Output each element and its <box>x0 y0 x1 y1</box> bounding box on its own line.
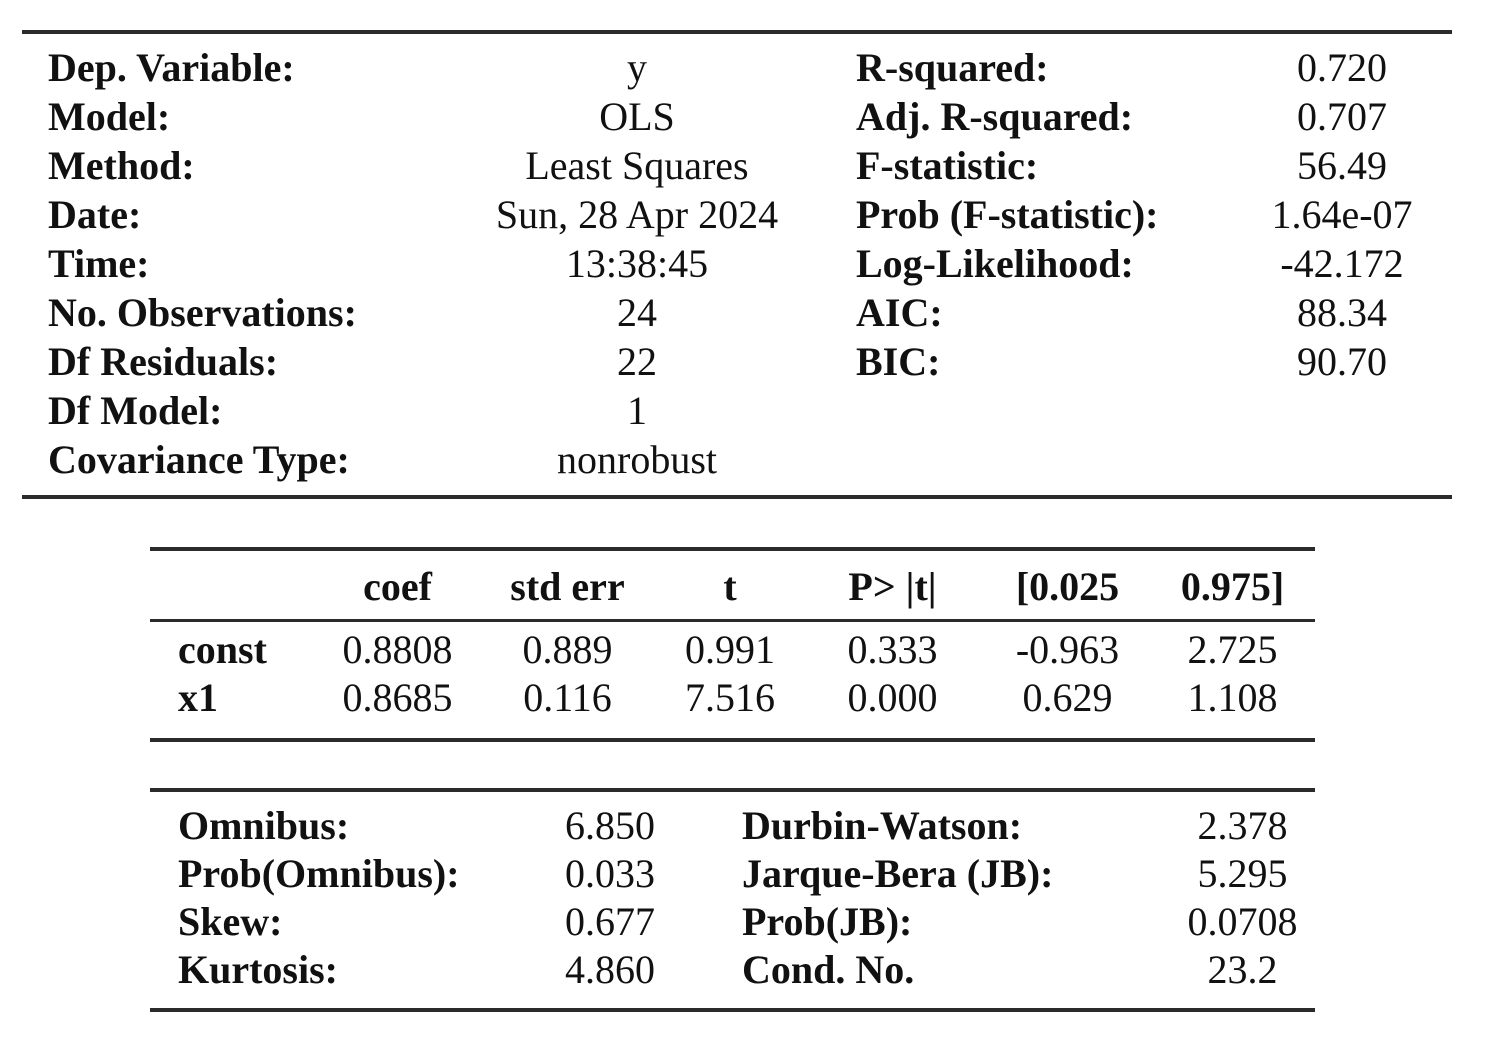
diagnostics-table: Omnibus: 6.850 Durbin-Watson: 2.378 Prob… <box>150 802 1315 994</box>
no-observations-value: 24 <box>617 290 657 335</box>
table-row: Df Model: 1 <box>22 386 1452 435</box>
r-squared-value: 0.720 <box>1297 45 1387 90</box>
dep-variable-label: Dep. Variable: <box>48 45 295 90</box>
durbin-watson-label: Durbin-Watson: <box>742 803 1023 848</box>
cond-no-value: 23.2 <box>1207 947 1278 992</box>
log-likelihood-label: Log-Likelihood: <box>856 241 1134 286</box>
kurtosis-value: 4.860 <box>565 947 655 992</box>
x1-row-label: x1 <box>178 675 218 720</box>
x1-p-value: 0.000 <box>847 675 938 720</box>
prob-f-statistic-label: Prob (F-statistic): <box>856 192 1159 237</box>
prob-omnibus-label: Prob(Omnibus): <box>178 851 460 896</box>
x1-std-err-value: 0.116 <box>523 675 612 720</box>
aic-label: AIC: <box>856 290 943 335</box>
table-row: No. Observations: 24 AIC: 88.34 <box>22 288 1452 337</box>
r-squared-label: R-squared: <box>856 45 1049 90</box>
prob-f-statistic-value: 1.64e-07 <box>1271 192 1413 237</box>
coefficients-section: coef std err t P> |t| [0.025 0.975] cons… <box>150 547 1315 742</box>
jarque-bera-label: Jarque-Bera (JB): <box>742 851 1054 896</box>
table-row: Omnibus: 6.850 Durbin-Watson: 2.378 <box>150 802 1315 850</box>
omnibus-value: 6.850 <box>565 803 655 848</box>
f-statistic-label: F-statistic: <box>856 143 1039 188</box>
model-info-section: Dep. Variable: y R-squared: 0.720 Model:… <box>22 30 1452 499</box>
coef-header-row: coef std err t P> |t| [0.025 0.975] <box>150 551 1315 622</box>
model-label: Model: <box>48 94 171 139</box>
cond-no-label: Cond. No. <box>742 947 915 992</box>
time-label: Time: <box>48 241 150 286</box>
const-t-value: 0.991 <box>685 627 775 672</box>
adj-r-squared-value: 0.707 <box>1297 94 1387 139</box>
coef-column-header: coef <box>320 551 475 622</box>
jarque-bera-value: 5.295 <box>1197 851 1288 896</box>
aic-value: 88.34 <box>1297 290 1387 335</box>
covariance-type-label: Covariance Type: <box>48 437 350 482</box>
ols-regression-summary: Dep. Variable: y R-squared: 0.720 Model:… <box>0 30 1506 1064</box>
dep-variable-value: y <box>627 45 647 90</box>
ci-upper-column-header: 0.975] <box>1150 551 1315 622</box>
table-row: Method: Least Squares F-statistic: 56.49 <box>22 141 1452 190</box>
skew-label: Skew: <box>178 899 283 944</box>
table-row: Skew: 0.677 Prob(JB): 0.0708 <box>150 898 1315 946</box>
p-value-column-header: P> |t| <box>800 551 985 622</box>
table-row: Time: 13:38:45 Log-Likelihood: -42.172 <box>22 239 1452 288</box>
no-observations-label: No. Observations: <box>48 290 357 335</box>
bic-value: 90.70 <box>1297 339 1387 384</box>
table-row: Covariance Type: nonrobust <box>22 435 1452 484</box>
table-row: Dep. Variable: y R-squared: 0.720 <box>22 43 1452 92</box>
date-value: Sun, 28 Apr 2024 <box>495 192 779 237</box>
x1-ci-low-value: 0.629 <box>1022 675 1113 720</box>
prob-jb-value: 0.0708 <box>1187 899 1298 944</box>
omnibus-label: Omnibus: <box>178 803 350 848</box>
kurtosis-label: Kurtosis: <box>178 947 338 992</box>
x1-coef-value: 0.8685 <box>342 675 453 720</box>
df-model-label: Df Model: <box>48 388 223 433</box>
const-row-label: const <box>178 627 267 672</box>
coefficients-table: coef std err t P> |t| [0.025 0.975] cons… <box>150 551 1315 738</box>
const-std-err-value: 0.889 <box>522 627 613 672</box>
table-row: Kurtosis: 4.860 Cond. No. 23.2 <box>150 946 1315 994</box>
bic-label: BIC: <box>856 339 941 384</box>
const-coef-value: 0.8808 <box>342 627 453 672</box>
method-value: Least Squares <box>525 143 749 188</box>
skew-value: 0.677 <box>565 899 655 944</box>
x1-ci-high-value: 1.108 <box>1187 675 1278 720</box>
const-ci-high-value: 2.725 <box>1187 627 1278 672</box>
t-column-header: t <box>660 551 800 622</box>
df-residuals-label: Df Residuals: <box>48 339 279 384</box>
table-row: Prob(Omnibus): 0.033 Jarque-Bera (JB): 5… <box>150 850 1315 898</box>
method-label: Method: <box>48 143 195 188</box>
coef-row-const: const 0.8808 0.889 0.991 0.333 -0.963 2.… <box>150 621 1315 675</box>
date-label: Date: <box>48 192 142 237</box>
model-info-table: Dep. Variable: y R-squared: 0.720 Model:… <box>22 43 1452 484</box>
x1-t-value: 7.516 <box>685 675 775 720</box>
table-row: Date: Sun, 28 Apr 2024 Prob (F-statistic… <box>22 190 1452 239</box>
f-statistic-value: 56.49 <box>1297 143 1387 188</box>
model-value: OLS <box>599 94 675 139</box>
covariance-type-value: nonrobust <box>557 437 717 482</box>
table-row: Model: OLS Adj. R-squared: 0.707 <box>22 92 1452 141</box>
df-model-value: 1 <box>627 388 647 433</box>
df-residuals-value: 22 <box>617 339 657 384</box>
adj-r-squared-label: Adj. R-squared: <box>856 94 1134 139</box>
time-value: 13:38:45 <box>565 241 709 286</box>
diagnostics-section: Omnibus: 6.850 Durbin-Watson: 2.378 Prob… <box>150 788 1315 1012</box>
ci-lower-column-header: [0.025 <box>985 551 1150 622</box>
const-ci-low-value: -0.963 <box>1015 627 1120 672</box>
coef-row-x1: x1 0.8685 0.116 7.516 0.000 0.629 1.108 <box>150 674 1315 738</box>
prob-omnibus-value: 0.033 <box>565 851 655 896</box>
std-err-column-header: std err <box>475 551 660 622</box>
table-row: Df Residuals: 22 BIC: 90.70 <box>22 337 1452 386</box>
log-likelihood-value: -42.172 <box>1280 241 1404 286</box>
durbin-watson-value: 2.378 <box>1197 803 1288 848</box>
prob-jb-label: Prob(JB): <box>742 899 913 944</box>
const-p-value: 0.333 <box>847 627 938 672</box>
